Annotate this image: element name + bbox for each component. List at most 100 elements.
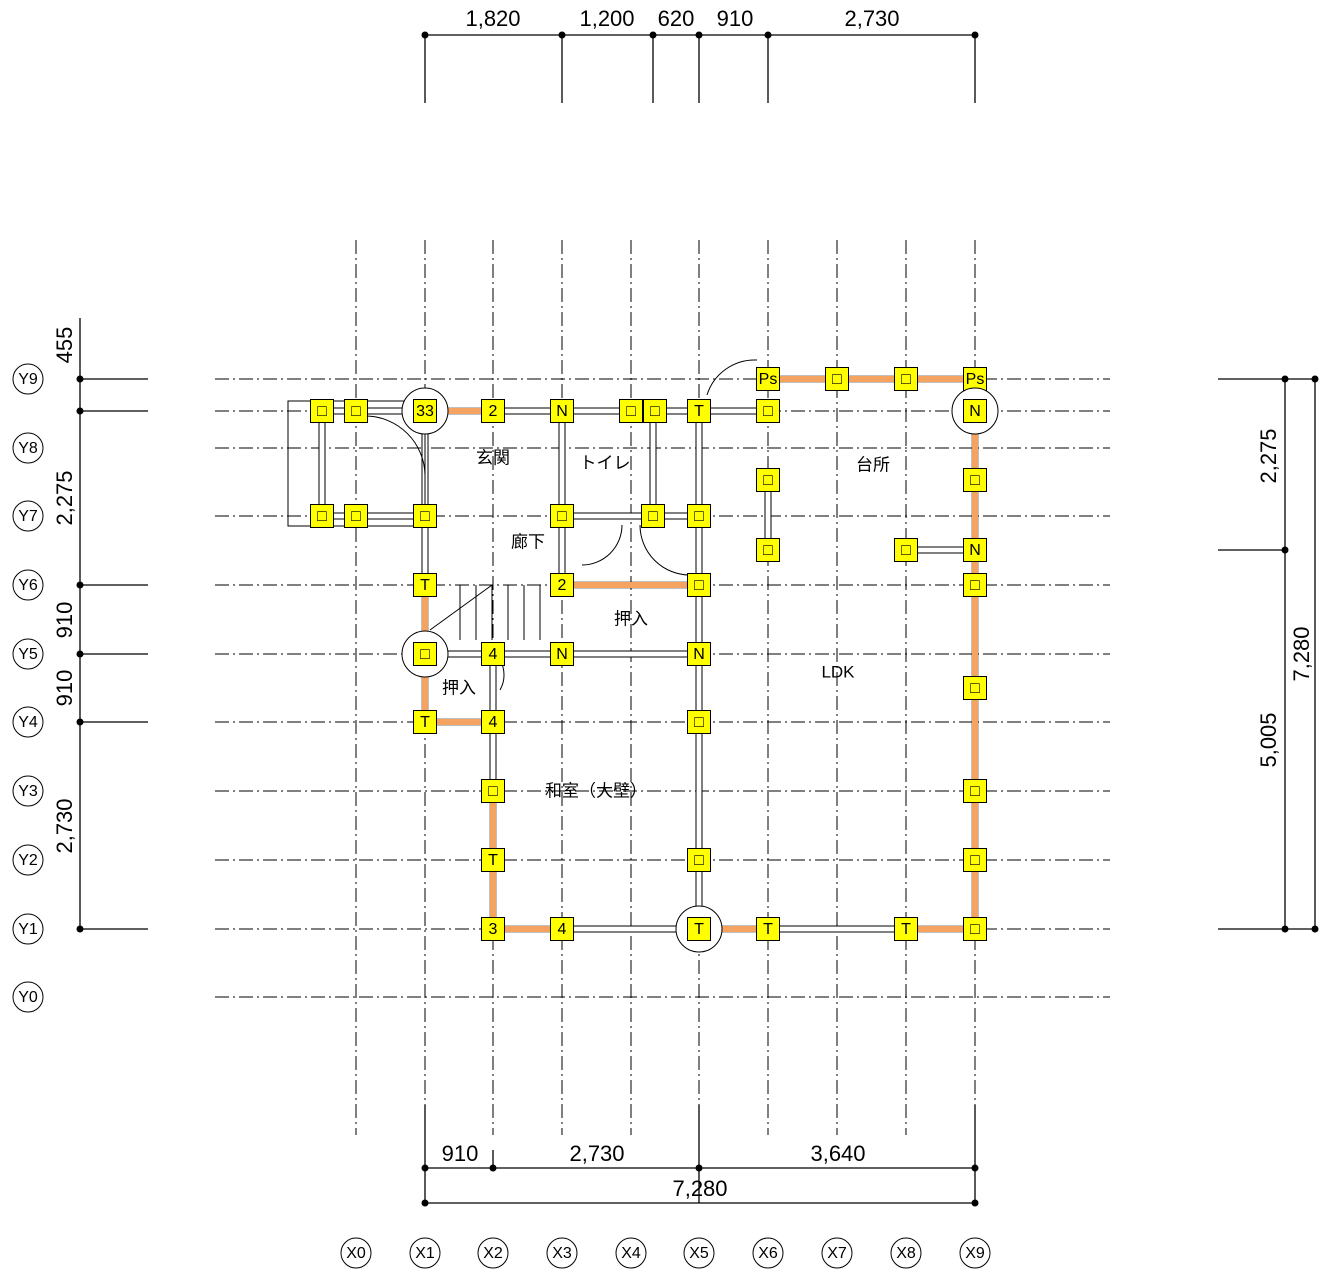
grid-label: X6 [758,1245,778,1262]
post-label: □ [351,403,361,420]
post-label: □ [970,472,980,489]
post-label: T [488,852,498,869]
post-label: □ [832,371,842,388]
post-label: 4 [558,921,567,938]
grid-label: X2 [483,1245,503,1262]
page: {"dimensions":{"top":["1,820","1,200","6… [0,0,1333,1274]
post-label: □ [650,403,660,420]
dim-point [650,32,657,39]
dim-label: 3,640 [810,1141,865,1166]
post-label: □ [970,921,980,938]
dim-point [972,1200,979,1207]
grid-label: Y2 [18,852,38,869]
dim-point [422,1165,429,1172]
post-label: □ [901,542,911,559]
grid-label: X4 [621,1245,641,1262]
room-label: 台所 [856,455,890,474]
post-label: Ps [759,371,778,388]
grid-label: X7 [827,1245,847,1262]
post-label: T [694,403,704,420]
post-label: N [969,542,981,559]
post-label: □ [970,783,980,800]
door [582,525,622,565]
post-label: □ [763,403,773,420]
grid-label: X0 [346,1245,366,1262]
post-label: □ [694,577,704,594]
door [707,360,757,395]
post-label: □ [317,403,327,420]
dim-label: 1,820 [465,6,520,31]
post-label: Ps [966,371,985,388]
dim-label: 2,730 [569,1141,624,1166]
post-label: □ [970,680,980,697]
dim-point [696,32,703,39]
grid-label: Y5 [18,646,38,663]
post-label: 2 [558,577,567,594]
dim-point [972,32,979,39]
grid-label: Y0 [18,989,38,1006]
dim-point [77,408,84,415]
post-label: 4 [489,714,498,731]
post-label: T [763,921,773,938]
post-label: □ [351,508,361,525]
dim-label: 910 [52,602,77,639]
post-label: □ [901,371,911,388]
dim-point [422,32,429,39]
dim-point [972,1165,979,1172]
post-label: 33 [416,403,434,420]
post-label: □ [420,508,430,525]
dim-point [422,1200,429,1207]
grid-label: X5 [689,1245,709,1262]
post-label: □ [763,542,773,559]
dim-point [1312,926,1319,933]
post-label: T [694,921,704,938]
dim-label: 2,275 [1256,428,1281,483]
dim-point [77,719,84,726]
dim-point [77,651,84,658]
dim-label: 2,730 [52,798,77,853]
grid-label: X1 [415,1245,435,1262]
grid-label: Y1 [18,921,38,938]
room-label: トイレ [580,453,631,472]
post-label: □ [970,852,980,869]
post-label: T [901,921,911,938]
room-label: 押入 [614,609,648,628]
post-label: 4 [489,646,498,663]
dim-point [490,1165,497,1172]
post-label: N [556,646,568,663]
post-label: □ [694,852,704,869]
room-label: LDK [821,662,855,681]
room-label: 押入 [442,678,476,697]
grid-label: X9 [965,1245,985,1262]
post-label: 3 [489,921,498,938]
dim-label: 910 [717,6,754,31]
post-label: □ [763,472,773,489]
dim-label: 5,005 [1256,712,1281,767]
post-label: N [969,403,981,420]
dim-label: 7,280 [1289,626,1314,681]
grid-label: X3 [552,1245,572,1262]
dim-point [77,582,84,589]
post-label: □ [648,508,658,525]
dim-label: 455 [52,327,77,364]
dim-label: 2,275 [52,470,77,525]
dim-label: 2,730 [844,6,899,31]
dim-label: 910 [52,670,77,707]
stair [430,585,492,630]
grid-label: Y4 [18,714,38,731]
grid-label: Y7 [18,508,38,525]
post-label: □ [626,403,636,420]
dim-point [1282,547,1289,554]
grid-label: Y9 [18,371,38,388]
post-label: □ [694,714,704,731]
post-label: 2 [489,403,498,420]
post-label: □ [420,646,430,663]
dim-label: 620 [658,6,695,31]
post-label: □ [557,508,567,525]
post-label: T [420,577,430,594]
post-label: N [693,646,705,663]
room-label: 和室（大壁） [545,781,647,800]
post-label: N [556,403,568,420]
dim-label: 7,280 [672,1176,727,1201]
post-label: T [420,714,430,731]
